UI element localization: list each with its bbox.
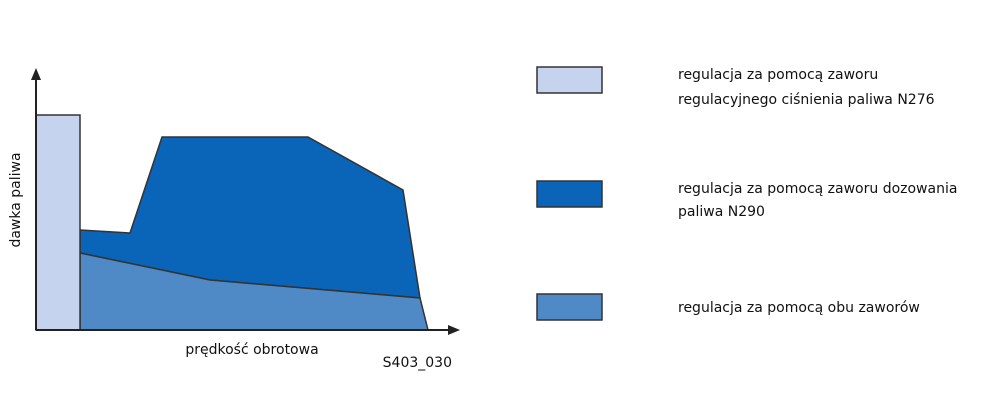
legend-swatch: [536, 180, 603, 208]
x-arrow: [448, 325, 460, 335]
legend-text: regulacyjnego ciśnienia paliwa N276: [678, 92, 935, 108]
legend-text: regulacja za pomocą zaworu dozowania: [678, 181, 957, 197]
legend-swatch: [536, 66, 603, 94]
legend-swatch: [536, 293, 603, 321]
y-axis-label: dawka paliwa: [8, 152, 24, 247]
legend-text: paliwa N290: [678, 204, 765, 220]
y-arrow: [31, 68, 41, 80]
legend-text: regulacja za pomocą zaworu: [678, 67, 878, 83]
x-axis-label: prędkość obrotowa: [185, 342, 318, 358]
legend-text: regulacja za pomocą obu zaworów: [678, 300, 920, 316]
pressure-valve-area: [35, 114, 81, 331]
figure-id: S403_030: [383, 355, 452, 371]
